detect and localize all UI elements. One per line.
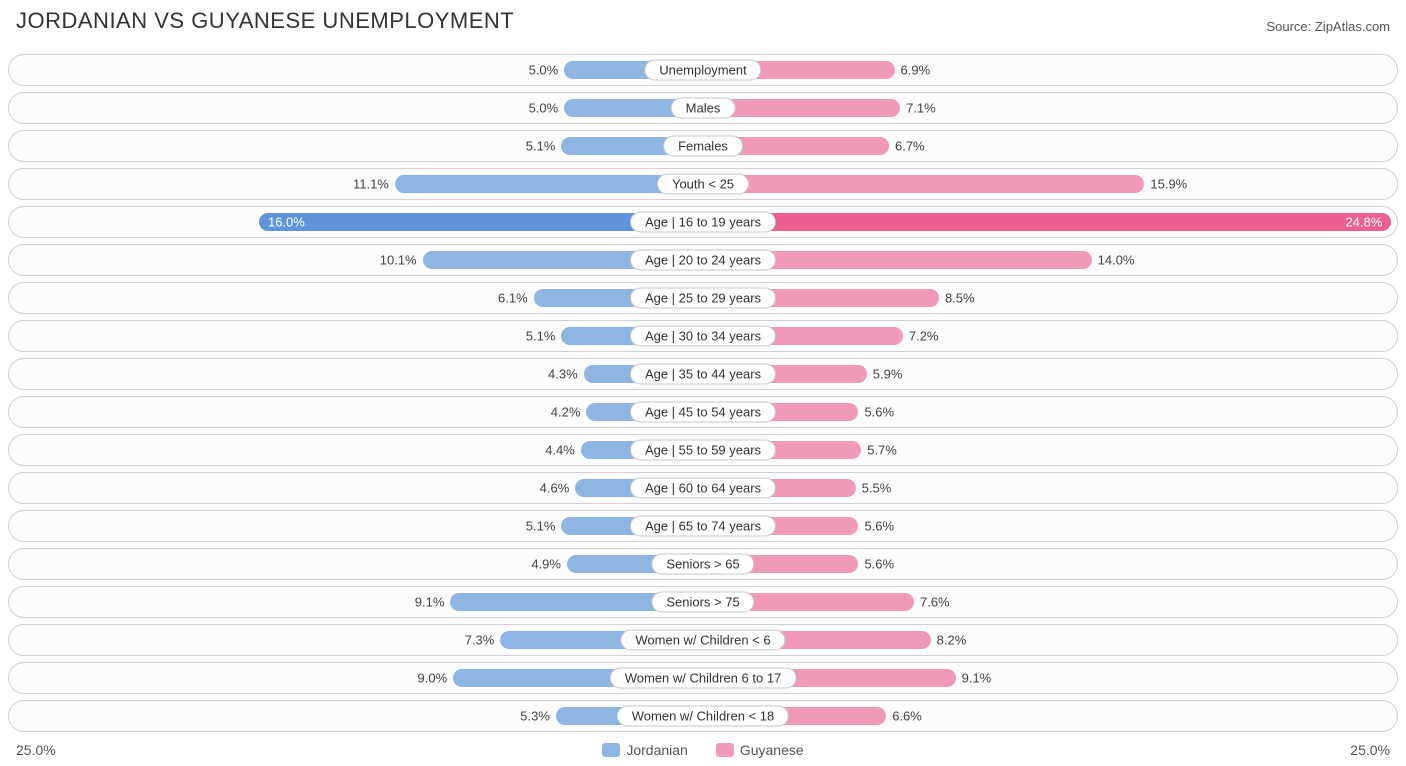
value-right: 6.9% bbox=[901, 63, 931, 78]
axis-max-left: 25.0% bbox=[16, 742, 56, 758]
value-right: 14.0% bbox=[1098, 253, 1135, 268]
value-right: 5.6% bbox=[864, 557, 894, 572]
category-label: Age | 16 to 19 years bbox=[630, 212, 776, 233]
category-label: Women w/ Children < 18 bbox=[617, 706, 789, 727]
chart-footer: 25.0% Jordanian Guyanese 25.0% bbox=[8, 738, 1398, 758]
legend-item-left: Jordanian bbox=[602, 742, 688, 758]
value-left: 5.1% bbox=[526, 519, 556, 534]
value-right: 5.5% bbox=[862, 481, 892, 496]
chart-header: JORDANIAN VS GUYANESE UNEMPLOYMENT Sourc… bbox=[8, 8, 1398, 48]
category-label: Age | 45 to 54 years bbox=[630, 402, 776, 423]
category-label: Women w/ Children < 6 bbox=[620, 630, 785, 651]
value-left: 5.0% bbox=[529, 101, 559, 116]
value-right: 6.6% bbox=[892, 709, 922, 724]
value-right: 5.6% bbox=[864, 405, 894, 420]
value-right: 8.5% bbox=[945, 291, 975, 306]
value-left: 4.4% bbox=[545, 443, 575, 458]
value-right: 7.6% bbox=[920, 595, 950, 610]
value-right: 8.2% bbox=[937, 633, 967, 648]
value-right: 24.8% bbox=[1345, 215, 1382, 230]
chart-source: Source: ZipAtlas.com bbox=[1266, 19, 1390, 34]
legend-swatch-right bbox=[716, 743, 734, 757]
bar-right bbox=[703, 213, 1391, 231]
category-label: Females bbox=[663, 136, 743, 157]
chart-row: 4.6% 5.5% Age | 60 to 64 years bbox=[8, 472, 1398, 504]
value-left: 4.3% bbox=[548, 367, 578, 382]
value-right: 7.2% bbox=[909, 329, 939, 344]
category-label: Youth < 25 bbox=[657, 174, 749, 195]
chart-row: 5.3% 6.6% Women w/ Children < 18 bbox=[8, 700, 1398, 732]
chart-row: 16.0% 24.8% Age | 16 to 19 years bbox=[8, 206, 1398, 238]
value-left: 6.1% bbox=[498, 291, 528, 306]
value-left: 5.1% bbox=[526, 329, 556, 344]
value-left: 9.0% bbox=[418, 671, 448, 686]
chart-row: 4.4% 5.7% Age | 55 to 59 years bbox=[8, 434, 1398, 466]
legend: Jordanian Guyanese bbox=[56, 742, 1351, 758]
chart-row: 5.1% 6.7% Females bbox=[8, 130, 1398, 162]
category-label: Age | 20 to 24 years bbox=[630, 250, 776, 271]
chart-row: 9.0% 9.1% Women w/ Children 6 to 17 bbox=[8, 662, 1398, 694]
value-left: 10.1% bbox=[380, 253, 417, 268]
legend-item-right: Guyanese bbox=[716, 742, 804, 758]
chart-row: 5.0% 6.9% Unemployment bbox=[8, 54, 1398, 86]
chart-row: 4.3% 5.9% Age | 35 to 44 years bbox=[8, 358, 1398, 390]
category-label: Age | 55 to 59 years bbox=[630, 440, 776, 461]
chart-row: 5.1% 7.2% Age | 30 to 34 years bbox=[8, 320, 1398, 352]
chart-row: 6.1% 8.5% Age | 25 to 29 years bbox=[8, 282, 1398, 314]
value-left: 4.9% bbox=[531, 557, 561, 572]
chart-row: 10.1% 14.0% Age | 20 to 24 years bbox=[8, 244, 1398, 276]
value-left: 4.2% bbox=[551, 405, 581, 420]
category-label: Age | 25 to 29 years bbox=[630, 288, 776, 309]
value-right: 6.7% bbox=[895, 139, 925, 154]
category-label: Seniors > 65 bbox=[651, 554, 754, 575]
category-label: Seniors > 75 bbox=[651, 592, 754, 613]
value-left: 5.1% bbox=[526, 139, 556, 154]
chart-row: 4.9% 5.6% Seniors > 65 bbox=[8, 548, 1398, 580]
value-right: 7.1% bbox=[906, 101, 936, 116]
value-left: 5.3% bbox=[520, 709, 550, 724]
value-right: 9.1% bbox=[962, 671, 992, 686]
value-left: 4.6% bbox=[540, 481, 570, 496]
chart-row: 9.1% 7.6% Seniors > 75 bbox=[8, 586, 1398, 618]
value-left: 9.1% bbox=[415, 595, 445, 610]
value-right: 15.9% bbox=[1150, 177, 1187, 192]
value-left: 7.3% bbox=[465, 633, 495, 648]
bar-right bbox=[703, 175, 1144, 193]
chart-row: 7.3% 8.2% Women w/ Children < 6 bbox=[8, 624, 1398, 656]
category-label: Males bbox=[671, 98, 736, 119]
value-left: 16.0% bbox=[268, 215, 305, 230]
legend-label-left: Jordanian bbox=[626, 742, 688, 758]
chart-row: 4.2% 5.6% Age | 45 to 54 years bbox=[8, 396, 1398, 428]
legend-label-right: Guyanese bbox=[740, 742, 804, 758]
chart-row: 5.1% 5.6% Age | 65 to 74 years bbox=[8, 510, 1398, 542]
axis-max-right: 25.0% bbox=[1350, 742, 1390, 758]
legend-swatch-left bbox=[602, 743, 620, 757]
category-label: Age | 30 to 34 years bbox=[630, 326, 776, 347]
value-right: 5.9% bbox=[873, 367, 903, 382]
value-right: 5.7% bbox=[867, 443, 897, 458]
value-left: 11.1% bbox=[353, 177, 389, 192]
category-label: Unemployment bbox=[644, 60, 761, 81]
diverging-bar-chart: 5.0% 6.9% Unemployment 5.0% 7.1% Males 5.1% 6.7… bbox=[8, 54, 1398, 732]
chart-row: 11.1% 15.9% Youth < 25 bbox=[8, 168, 1398, 200]
chart-row: 5.0% 7.1% Males bbox=[8, 92, 1398, 124]
category-label: Age | 60 to 64 years bbox=[630, 478, 776, 499]
category-label: Age | 35 to 44 years bbox=[630, 364, 776, 385]
value-left: 5.0% bbox=[529, 63, 559, 78]
category-label: Age | 65 to 74 years bbox=[630, 516, 776, 537]
value-right: 5.6% bbox=[864, 519, 894, 534]
category-label: Women w/ Children 6 to 17 bbox=[610, 668, 797, 689]
chart-title: JORDANIAN VS GUYANESE UNEMPLOYMENT bbox=[16, 8, 514, 34]
